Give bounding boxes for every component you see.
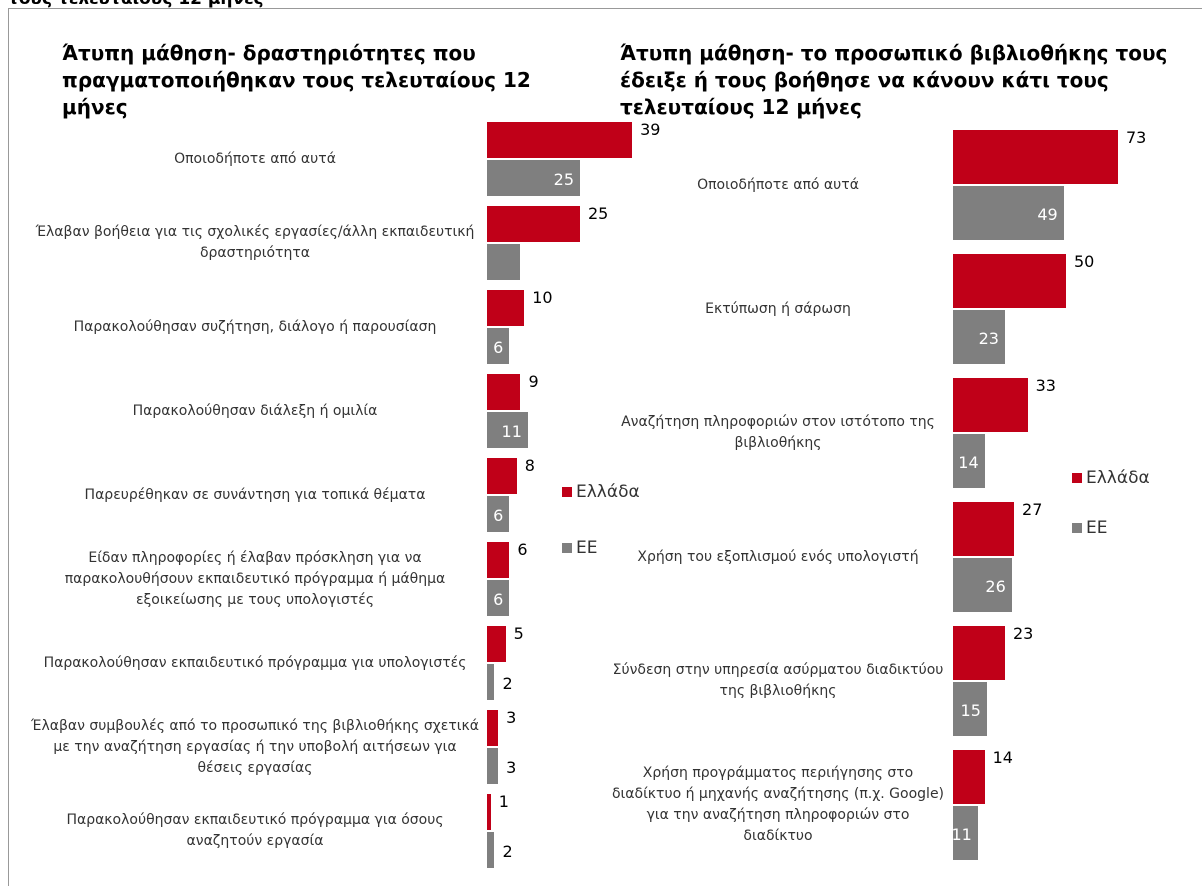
- value-label: 9: [528, 372, 539, 391]
- category-label: Παρακολούθησαν διάλεξη ή ομιλία: [132, 402, 378, 419]
- bar: [953, 750, 985, 804]
- category-label: Έλαβαν συμβουλές από το προσωπικό της βι…: [31, 717, 479, 776]
- bar: [953, 558, 1012, 612]
- legend-label: ΕΕ: [576, 538, 598, 558]
- category-label: Εκτύπωση ή σάρωση: [705, 300, 851, 317]
- header: τους τελευταίους 12 μήνες: [8, 0, 264, 13]
- legend-label: Ελλάδα: [576, 482, 640, 502]
- category-label: Αναζήτηση πληροφοριών στον ιστότοπο της …: [621, 414, 935, 451]
- category-label: Οποιοδήποτε από αυτά: [697, 176, 859, 193]
- legend-item: Ελλάδα: [562, 482, 640, 502]
- bar: [487, 458, 517, 494]
- value-label: 2: [502, 674, 513, 693]
- bar: [953, 502, 1015, 556]
- value-label: 49: [1037, 205, 1058, 224]
- bar: [487, 794, 491, 830]
- value-label: 50: [1074, 252, 1095, 271]
- bar: [487, 244, 521, 280]
- value-label: 6: [493, 506, 504, 525]
- bar: [487, 626, 506, 662]
- category-label: Παρακολούθησαν συζήτηση, διάλογο ή παρου…: [73, 318, 437, 335]
- bar: [487, 542, 510, 578]
- bar: [487, 328, 510, 364]
- bar: [487, 122, 633, 158]
- value-label: 15: [960, 701, 981, 720]
- value-label: 6: [493, 590, 504, 609]
- bar: [953, 806, 978, 860]
- value-label: 39: [640, 120, 661, 139]
- bar: [487, 664, 495, 700]
- chart-title: Άτυπη μάθηση- δραστηριότητες που πραγματ…: [62, 41, 531, 119]
- value-label: 25: [588, 204, 609, 223]
- bar: [487, 710, 499, 746]
- bar: [953, 434, 985, 488]
- legend-swatch: [562, 543, 572, 553]
- bar: [487, 206, 580, 242]
- frame: [8, 8, 1202, 886]
- value-label: 73: [1125, 128, 1147, 147]
- value-label: 11: [951, 825, 972, 844]
- legend-swatch: [1072, 523, 1082, 533]
- bar: [487, 160, 580, 196]
- legend-item: ΕΕ: [1072, 518, 1107, 538]
- value-label: 11: [501, 422, 522, 441]
- value-label: 3: [506, 758, 517, 777]
- value-label: 27: [1022, 500, 1043, 519]
- value-label: 14: [958, 453, 979, 472]
- value-label: 5: [513, 624, 524, 643]
- value-label: 6: [493, 338, 504, 357]
- value-label: 3: [506, 708, 517, 727]
- category-label: Παρακολούθησαν εκπαιδευτικό πρόγραμμα γι…: [43, 654, 467, 671]
- chart-title: Άτυπη μάθηση- το προσωπικό βιβλιοθήκης τ…: [620, 41, 1168, 119]
- value-label: 8: [524, 456, 535, 475]
- bar: [953, 310, 1005, 364]
- category-label: Παρακολούθησαν εκπαιδευτικό πρόγραμμα γι…: [66, 812, 444, 849]
- bar: [953, 682, 987, 736]
- category-label: Είδαν πληροφορίες ή έλαβαν πρόσκληση για…: [64, 549, 446, 608]
- bar: [487, 832, 495, 868]
- bar: [953, 130, 1118, 184]
- legend-swatch: [562, 487, 572, 497]
- value-label: 1: [498, 792, 509, 811]
- bar: [953, 254, 1066, 308]
- bar: [487, 374, 521, 410]
- legend-item: Ελλάδα: [1072, 468, 1150, 488]
- legend-label: ΕΕ: [1086, 518, 1108, 538]
- value-label: 23: [1012, 624, 1034, 643]
- bar: [487, 290, 525, 326]
- bar: [487, 748, 499, 784]
- value-label: 33: [1035, 376, 1056, 395]
- legend-item: ΕΕ: [562, 538, 597, 558]
- value-label: 26: [985, 577, 1006, 596]
- legend-label: Ελλάδα: [1086, 468, 1150, 488]
- bar: [953, 626, 1005, 680]
- category-label: Παρευρέθηκαν σε συνάντηση για τοπικά θέμ…: [84, 486, 426, 503]
- value-label: 14: [992, 748, 1013, 767]
- bar: [487, 412, 528, 448]
- category-label: Σύνδεση στην υπηρεσία ασύρματου διαδικτύ…: [612, 662, 944, 699]
- category-label: Οποιοδήποτε από αυτά: [174, 150, 336, 167]
- category-label: Χρήση του εξοπλισμού ενός υπολογιστή: [637, 548, 919, 565]
- bar: [487, 580, 510, 616]
- value-label: 10: [532, 288, 553, 307]
- value-label: 25: [553, 170, 574, 189]
- category-label: Έλαβαν βοήθεια για τις σχολικές εργασίες…: [35, 224, 475, 261]
- bar: [487, 496, 510, 532]
- legend-swatch: [1072, 473, 1082, 483]
- value-label: 6: [517, 540, 528, 559]
- bar: [953, 186, 1064, 240]
- category-label: Χρήση προγράμματος περιήγησης στο διαδίκ…: [611, 765, 945, 844]
- value-label: 2: [502, 842, 513, 861]
- bar: [953, 378, 1028, 432]
- value-label: 23: [978, 329, 999, 348]
